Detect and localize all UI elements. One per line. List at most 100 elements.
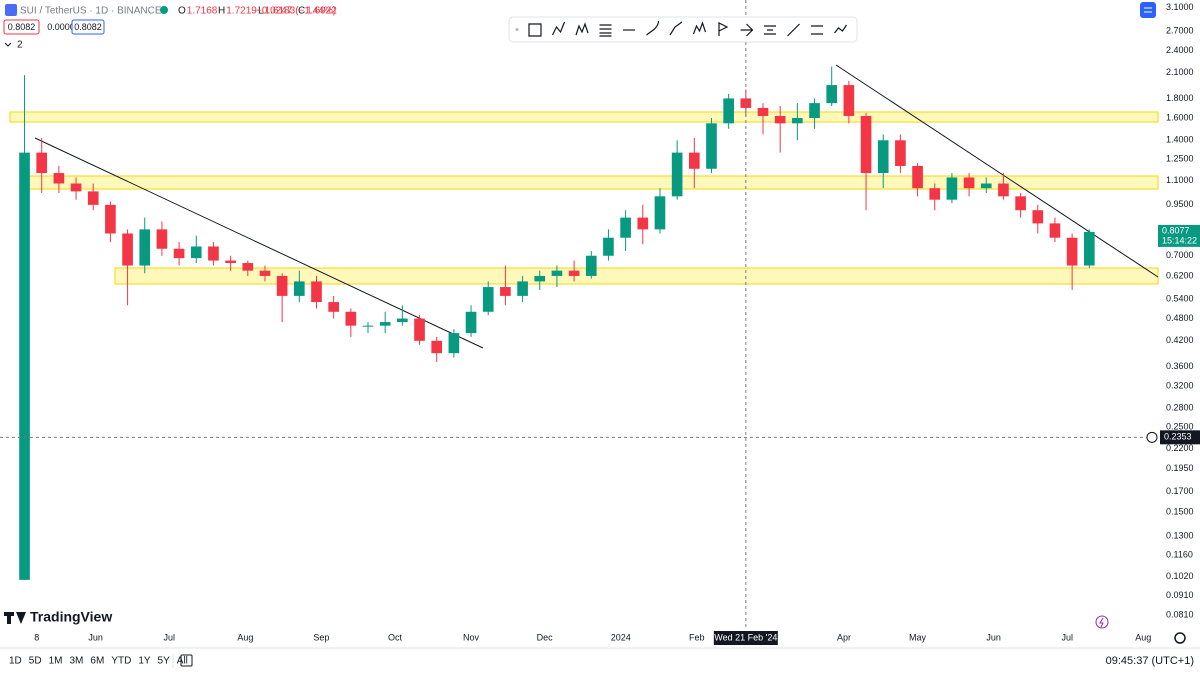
tool-icon[interactable]	[528, 23, 542, 37]
tool-icon[interactable]	[811, 25, 823, 35]
toolbar-handle	[515, 28, 519, 31]
ohlc-label: H	[218, 6, 225, 17]
timeframe[interactable]: 1Y	[138, 656, 151, 667]
box	[71, 19, 105, 35]
x-tick-label: Nov	[463, 632, 480, 642]
candle-body	[534, 275, 546, 282]
candle-body	[482, 287, 494, 312]
candle-body	[603, 237, 614, 256]
x-tick-label: Apr	[837, 632, 851, 642]
y-tick-label: 0.1020	[1166, 571, 1194, 581]
candle-body	[259, 270, 271, 276]
x-tick-label: Sep	[313, 632, 329, 642]
candle-body	[87, 191, 99, 205]
scale-button-icon	[1144, 7, 1152, 13]
tool-icon[interactable]	[692, 21, 707, 35]
tool-icon[interactable]	[551, 21, 566, 36]
box-text: 0.8082	[8, 22, 36, 32]
y-tick-label: 1.6000	[1166, 112, 1194, 122]
x-tick-label: 8	[34, 632, 39, 642]
last-price: 0.8077	[1162, 225, 1190, 235]
y-tick-label: 2.7000	[1166, 25, 1194, 35]
candle-body	[895, 140, 906, 166]
settings-icon[interactable]	[1174, 632, 1186, 644]
footer-bar: 1D 5D 1M 3M 6M YTD 1Y 5Y All	[9, 656, 188, 667]
tool-icon[interactable]	[646, 20, 660, 36]
tool-icon[interactable]	[669, 21, 683, 36]
candle-body	[1032, 210, 1044, 224]
y-tick-label: 0.2500	[1166, 422, 1194, 432]
tool-icon[interactable]	[834, 24, 847, 34]
candle-body	[431, 340, 443, 354]
timeframe[interactable]: 3M	[70, 656, 84, 667]
crosshair-plus[interactable]	[1146, 431, 1158, 443]
y-tick-label: 0.4800	[1166, 313, 1194, 323]
candle-body	[19, 152, 30, 580]
candle-body	[379, 322, 391, 326]
y-tick-label: 0.1500	[1166, 507, 1194, 517]
x-tick-label: Aug	[237, 632, 253, 642]
y-tick-label: 0.2800	[1166, 403, 1194, 413]
x-tick-label: Aug	[1135, 632, 1151, 642]
ohlc-value: 1.6922	[306, 6, 337, 17]
candle-body	[568, 270, 580, 276]
candle-body	[654, 196, 666, 230]
x-tick-label: 2024	[611, 632, 631, 642]
timeframe[interactable]: All	[177, 656, 188, 667]
tool-icon[interactable]	[764, 25, 776, 35]
timeframe[interactable]: YTD	[111, 656, 131, 667]
drawing-toolbar	[508, 16, 858, 43]
y-tick-label: 0.6200	[1166, 270, 1194, 280]
candle-body	[757, 107, 769, 116]
candle-body	[293, 281, 305, 296]
candle-body	[328, 302, 339, 312]
tool-icon[interactable]	[718, 22, 729, 36]
collapse-icon[interactable]	[4, 42, 12, 47]
candle-body	[706, 123, 717, 169]
candle-body	[1083, 231, 1095, 266]
timeframe[interactable]: 5Y	[158, 656, 171, 667]
scale-button[interactable]	[1140, 2, 1156, 18]
x-tick-label: Feb	[689, 632, 705, 642]
y-tick-label: 0.1700	[1166, 486, 1194, 496]
trend-line	[835, 64, 1159, 278]
x-tick-label: Jul	[164, 632, 176, 642]
timeframe[interactable]: 1M	[49, 656, 63, 667]
y-tick-label: 0.1950	[1166, 463, 1194, 473]
date-range-icon[interactable]	[180, 654, 193, 667]
box	[3, 19, 40, 35]
tool-icon[interactable]	[599, 24, 612, 37]
candle-body	[53, 173, 65, 184]
y-tick-label: 0.9500	[1166, 199, 1194, 209]
candle-body	[225, 260, 236, 264]
timeframe[interactable]: 1D	[9, 656, 22, 667]
tool-icon[interactable]	[740, 23, 754, 37]
timeframe[interactable]: 6M	[90, 656, 104, 667]
candle-body	[963, 177, 975, 189]
candle-body	[792, 118, 803, 124]
y-tick-label: 0.4200	[1166, 335, 1194, 345]
candle-body	[465, 311, 477, 334]
zone	[9, 111, 1159, 123]
candle-body	[276, 275, 288, 296]
tool-icon[interactable]	[787, 23, 800, 37]
symbol[interactable]: SUI / TetherUS · 1D · BINANCE	[20, 6, 162, 17]
y-tick-label: 0.3200	[1166, 380, 1194, 390]
timeframe[interactable]: 5D	[29, 656, 42, 667]
tool-icon[interactable]	[575, 22, 589, 36]
alert-icon[interactable]	[1095, 615, 1109, 629]
y-tick-label: 1.8000	[1166, 93, 1194, 103]
candle-body	[843, 85, 855, 116]
candle-body	[998, 183, 1009, 197]
candle-body	[190, 246, 202, 259]
y-tick-label: 2.4000	[1166, 45, 1194, 55]
candle-body	[362, 325, 374, 327]
crosshair-date: Wed 21 Feb '24	[714, 632, 777, 642]
candle-body	[774, 115, 786, 124]
indicators-count[interactable]: 2	[17, 40, 23, 51]
candle-body	[671, 152, 683, 197]
x-tick-label: Jul	[1061, 632, 1073, 642]
candle-body	[551, 270, 563, 276]
